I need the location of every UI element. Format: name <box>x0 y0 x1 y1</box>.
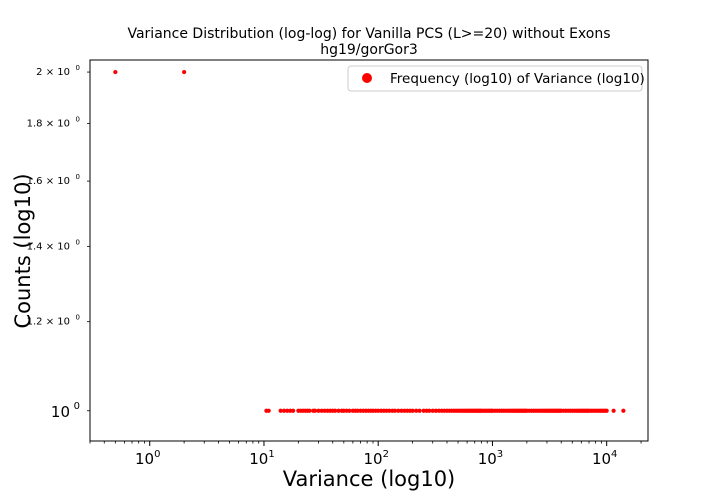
y-axis-label: Counts (log10) <box>11 173 35 328</box>
y-tick-label: 1.2 × 10 <box>27 317 70 328</box>
x-axis: 100 101 102 103 104 <box>89 441 642 468</box>
data-point <box>113 69 118 75</box>
data-point <box>410 408 415 413</box>
data-point <box>307 408 312 413</box>
legend-box <box>347 65 643 92</box>
data-point <box>319 408 324 413</box>
data-point <box>421 408 426 413</box>
data-points <box>113 69 626 413</box>
x-tick-exponent: 4 <box>611 449 617 460</box>
chart-subtitle: hg19/gorGor3 <box>320 42 418 58</box>
data-point <box>433 408 439 413</box>
data-point <box>396 408 401 413</box>
y-tick-exponent: 0 <box>76 314 80 322</box>
data-point <box>430 408 435 413</box>
data-point <box>604 408 609 413</box>
x-tick-exponent: 2 <box>383 449 389 460</box>
data-point <box>387 408 392 413</box>
data-point <box>312 408 318 413</box>
x-tick-label: 103 <box>478 449 503 468</box>
legend-label: Frequency (log10) of Variance (log10) <box>390 71 645 87</box>
y-tick-exponent: 0 <box>76 116 80 124</box>
y-tick-label: 1.6 × 10 <box>27 176 70 187</box>
x-tick-exponent: 0 <box>154 449 160 460</box>
data-point <box>392 408 397 413</box>
x-tick-label: 100 <box>135 449 160 468</box>
x-tick-label: 101 <box>249 449 274 468</box>
y-tick-exponent: 0 <box>76 173 80 181</box>
data-point <box>285 408 290 413</box>
data-point <box>333 408 338 413</box>
data-point <box>376 408 381 413</box>
data-point <box>355 408 360 413</box>
y-tick-exponent: 0 <box>74 401 80 412</box>
data-point <box>266 408 271 413</box>
plot-area <box>89 59 649 442</box>
y-tick-exponent: 0 <box>76 238 80 246</box>
data-point <box>278 408 283 413</box>
data-point <box>316 408 321 413</box>
data-point <box>336 408 341 413</box>
legend-marker <box>362 73 372 83</box>
x-axis-label: Variance (log10) <box>283 467 456 491</box>
data-point <box>341 408 346 413</box>
legend: Frequency (log10) of Variance (log10) <box>347 65 645 92</box>
y-tick-label: 1.8 × 10 <box>27 119 70 130</box>
data-point <box>611 408 616 413</box>
y-axis: 10 01.2 × 10 01.4 × 10 01.6 × 10 01.8 × 10 02… <box>27 64 90 421</box>
data-point <box>347 408 352 413</box>
x-tick-label: 102 <box>363 449 388 468</box>
x-tick-label: 104 <box>592 449 617 468</box>
data-point <box>399 408 404 413</box>
y-tick-label: 2 × 10 <box>36 67 70 78</box>
x-tick-exponent: 1 <box>268 449 274 460</box>
y-tick-label: 10 <box>51 403 70 421</box>
data-point <box>182 69 187 75</box>
x-tick-exponent: 3 <box>497 449 503 460</box>
y-tick-label: 1.4 × 10 <box>27 241 70 252</box>
chart-title: Variance Distribution (log-log) for Vani… <box>127 26 610 42</box>
data-point <box>417 408 422 413</box>
data-point <box>427 408 432 413</box>
y-tick-exponent: 0 <box>76 64 80 72</box>
data-point <box>281 408 287 413</box>
data-point <box>291 408 296 413</box>
data-point <box>621 408 626 413</box>
data-point <box>414 408 419 413</box>
